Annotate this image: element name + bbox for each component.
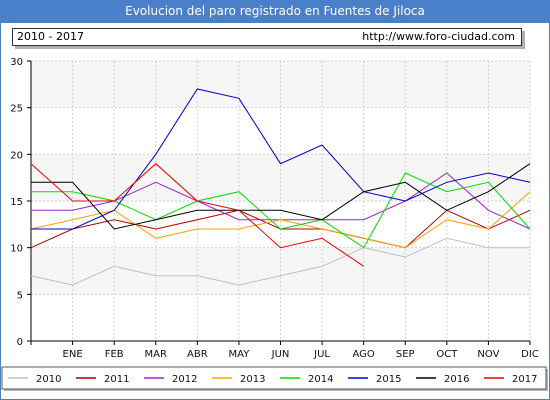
x-tick-label: FEB (105, 349, 124, 360)
x-axis-tick-labels: ENE FEB MAR ABR MAY JUN JUL AGO SEP OCT NOV DIC (63, 349, 539, 360)
legend-label-2012: 2012 (172, 374, 197, 385)
series-line-2010 (30, 237, 530, 286)
x-tick-label: MAY (229, 349, 251, 360)
legend: 2010 2011 2012 2013 2014 2015 2016 2017 (1, 366, 548, 391)
y-tick-label: 15 (10, 197, 23, 208)
info-box: 2010 - 2017 http://www.foro-ciudad.com (12, 28, 522, 46)
x-tick-label: OCT (436, 349, 458, 360)
x-tick-label: NOV (477, 349, 499, 360)
x-tick-label: JUN (271, 349, 290, 360)
series-line-2017 (30, 163, 364, 267)
legend-label-2015: 2015 (376, 374, 401, 385)
y-axis-tick-labels: 0 5 10 15 20 25 30 (10, 57, 23, 348)
x-tick-label: MAR (145, 349, 167, 360)
series-line-2016 (31, 163, 531, 230)
chart-title: Evolucion del paro registrado en Fuentes… (0, 0, 550, 23)
x-tick-label: ABR (187, 349, 208, 360)
x-tick-label: JUL (313, 349, 330, 360)
legend-label-2014: 2014 (308, 374, 333, 385)
axes (27, 60, 531, 345)
source-url[interactable]: http://www.foro-ciudad.com (362, 30, 515, 43)
x-tick-label: AGO (353, 349, 375, 360)
x-tick-label: DIC (521, 349, 539, 360)
legend-label-2017: 2017 (512, 374, 537, 385)
plot-band (31, 61, 530, 108)
legend-box (1, 366, 547, 390)
series-lines (30, 88, 531, 286)
y-tick-label: 25 (10, 104, 23, 115)
y-tick-label: 0 (17, 337, 23, 348)
legend-label-2016: 2016 (444, 374, 469, 385)
y-tick-label: 5 (17, 290, 23, 301)
y-tick-label: 20 (10, 150, 23, 161)
legend-label-2013: 2013 (240, 374, 265, 385)
legend-label-2010: 2010 (36, 374, 61, 385)
y-tick-label: 10 (10, 244, 23, 255)
x-tick-label: SEP (396, 349, 415, 360)
x-tick-label: ENE (63, 349, 83, 360)
series-line-2015 (31, 88, 531, 230)
year-range-label: 2010 - 2017 (17, 30, 84, 43)
y-tick-label: 30 (10, 57, 23, 68)
legend-label-2011: 2011 (104, 374, 129, 385)
